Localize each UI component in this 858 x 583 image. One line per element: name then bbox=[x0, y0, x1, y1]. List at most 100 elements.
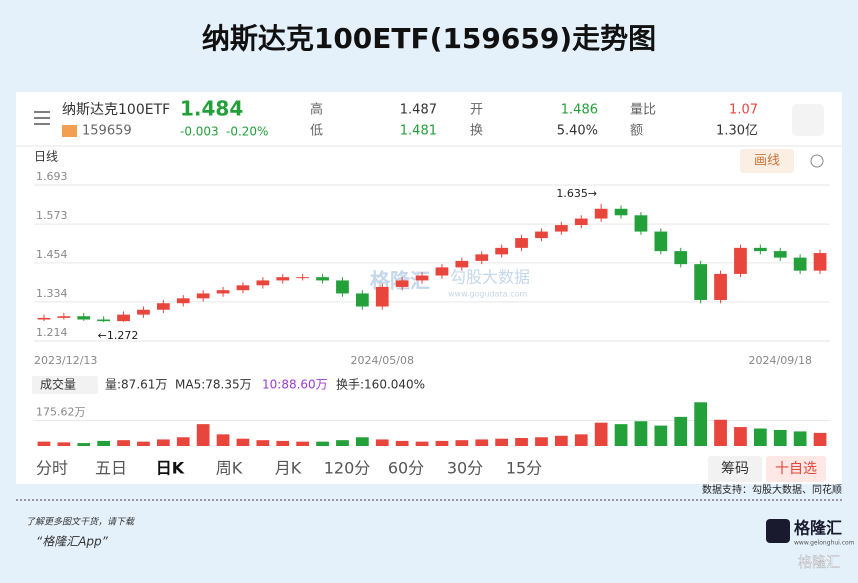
candle-body bbox=[535, 231, 548, 239]
legend: 换手:160.040% bbox=[336, 378, 425, 392]
candle-body bbox=[495, 247, 509, 255]
tab[interactable]: 30分 bbox=[447, 459, 483, 478]
candle-body bbox=[216, 290, 230, 294]
volume-bar bbox=[674, 416, 688, 446]
source: 数据支持：勾股大数据、同花顺 bbox=[702, 483, 842, 496]
candle-body bbox=[236, 285, 250, 291]
tab[interactable]: 月K bbox=[275, 459, 302, 478]
button-label: 筹码 bbox=[721, 460, 749, 477]
x-tick-label: 2023/12/13 bbox=[34, 354, 97, 367]
change-pct: -0.20% bbox=[226, 125, 268, 139]
legend: 量:87.61万 bbox=[105, 378, 167, 392]
legend: 10:88.60万 bbox=[262, 378, 328, 392]
candle-body bbox=[793, 257, 807, 271]
volume-bar bbox=[475, 439, 489, 446]
field-value: 1.30亿 bbox=[716, 124, 758, 139]
tab[interactable]: 日K bbox=[156, 459, 185, 478]
volume-bar bbox=[574, 434, 588, 446]
layout-button[interactable] bbox=[792, 104, 824, 136]
watchlist-button[interactable] bbox=[766, 456, 826, 482]
volume-bar bbox=[77, 443, 91, 446]
watermark: 勾股大数据 bbox=[450, 268, 530, 287]
period-label: 日线 bbox=[34, 150, 58, 164]
volume-bar bbox=[813, 432, 827, 446]
chips-button[interactable] bbox=[708, 456, 762, 482]
volume-bar bbox=[117, 440, 130, 446]
menu-icon[interactable] bbox=[34, 111, 50, 125]
annotation: 1.635→ bbox=[556, 187, 597, 200]
volume-bar bbox=[634, 421, 648, 446]
volume-bar bbox=[137, 441, 150, 446]
tab-bar: 分时 五日 日K 周K 月K 120分 60分 30分 15分 bbox=[36, 459, 542, 478]
candle-body bbox=[296, 277, 310, 279]
field-value: 5.40% bbox=[557, 124, 598, 139]
field-value: 1.07 bbox=[729, 103, 758, 118]
corner-watermark: 格隆汇 bbox=[798, 555, 840, 571]
field-value: 1.486 bbox=[561, 103, 598, 118]
volume-bar bbox=[355, 437, 369, 446]
tab[interactable]: 周K bbox=[216, 459, 243, 478]
volume-bar bbox=[694, 402, 708, 446]
x-tick-label: 2024/05/08 bbox=[351, 354, 414, 367]
field-label: 量比 bbox=[630, 103, 656, 118]
candle-body bbox=[276, 277, 290, 281]
y-tick-label: 1.454 bbox=[36, 248, 68, 261]
candle-body bbox=[634, 215, 648, 232]
volume-bar bbox=[236, 438, 250, 446]
tab[interactable]: 15分 bbox=[506, 459, 542, 478]
stock-code: 159659 bbox=[82, 124, 132, 139]
draw-button[interactable] bbox=[740, 149, 794, 173]
indicator-select[interactable] bbox=[32, 376, 98, 394]
y-tick-label: 1.573 bbox=[36, 209, 68, 222]
candle-body bbox=[176, 298, 190, 304]
y-tick-label: 175.62万 bbox=[36, 405, 86, 418]
candle-body bbox=[336, 280, 349, 294]
candle-body bbox=[734, 247, 747, 274]
tab[interactable]: 五日 bbox=[95, 459, 127, 478]
volume-bar bbox=[773, 429, 787, 446]
tab[interactable]: 60分 bbox=[388, 459, 424, 478]
candle-body bbox=[714, 273, 727, 300]
footer-app: “格隆汇App” bbox=[36, 535, 109, 549]
watermark: www.gogudata.com bbox=[448, 290, 527, 299]
y-tick-label: 1.693 bbox=[36, 170, 68, 183]
settings-icon[interactable] bbox=[810, 154, 824, 168]
candle-body bbox=[415, 275, 429, 281]
candle-body bbox=[753, 247, 767, 252]
candle-body bbox=[455, 260, 469, 268]
volume-bar bbox=[256, 440, 270, 446]
code-badge bbox=[62, 125, 77, 137]
volume-bar bbox=[196, 424, 210, 446]
price: 1.484 bbox=[180, 97, 243, 121]
y-tick-label: 1.214 bbox=[36, 326, 68, 339]
volume-bar bbox=[793, 431, 807, 446]
candle-body bbox=[117, 314, 130, 322]
page-title: 纳斯达克100ETF(159659)走势图 bbox=[202, 22, 656, 55]
volume-bar bbox=[495, 438, 509, 446]
volume-bar bbox=[714, 419, 727, 446]
tab[interactable]: 120分 bbox=[324, 459, 371, 478]
volume-bar bbox=[734, 427, 747, 446]
volume-bar bbox=[375, 439, 389, 446]
volume-bar bbox=[535, 437, 548, 446]
candle-body bbox=[773, 251, 787, 258]
candle-body bbox=[57, 316, 71, 318]
candle-body bbox=[375, 286, 389, 307]
candle-body bbox=[654, 231, 668, 252]
candle-body bbox=[37, 317, 51, 320]
volume-bar bbox=[515, 437, 528, 446]
tab[interactable]: 分时 bbox=[36, 459, 68, 478]
volume-bar bbox=[435, 440, 449, 446]
candle-body bbox=[355, 293, 369, 307]
logo-mark bbox=[766, 519, 790, 543]
logo-text: 格隆汇 bbox=[794, 519, 842, 538]
candle-body bbox=[813, 253, 827, 271]
x-tick-label: 2024/09/18 bbox=[749, 354, 812, 367]
candle-body bbox=[77, 316, 91, 320]
field-label: 开 bbox=[470, 103, 483, 118]
candle-body bbox=[475, 254, 489, 261]
field-value: 1.481 bbox=[400, 124, 437, 139]
candle-body bbox=[256, 280, 270, 286]
volume-bar bbox=[296, 441, 310, 446]
volume-bar bbox=[336, 440, 349, 446]
